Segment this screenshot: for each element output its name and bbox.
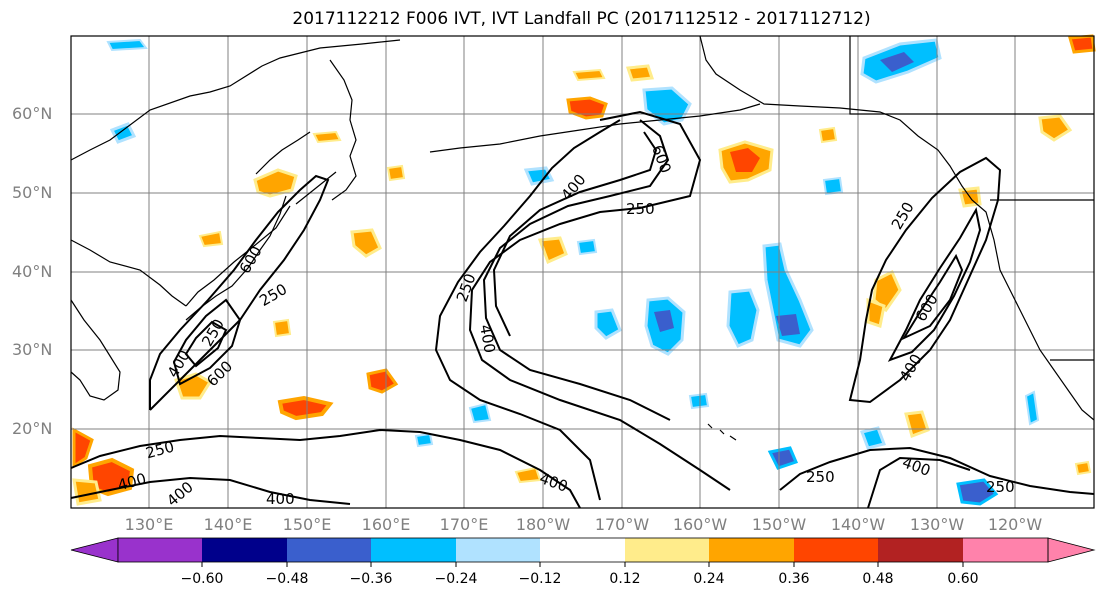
colorbar-swatch: [118, 538, 202, 562]
longitude-label: 180°W: [515, 515, 571, 534]
contour-label: 400: [266, 490, 295, 508]
colorbar-arrow-left: [70, 537, 119, 563]
longitude-label: 140°E: [203, 515, 253, 534]
latitude-label-40: 40°N: [12, 262, 53, 281]
anomaly-patches: [72, 34, 1096, 506]
longitude-label: 130°E: [124, 515, 174, 534]
colorbar-swatch: [709, 538, 794, 562]
colorbar-tick-label: −0.36: [349, 571, 393, 587]
longitude-label: 140°W: [830, 515, 886, 534]
colorbar-tick-label: 0.24: [693, 571, 725, 587]
colorbar-swatch: [794, 538, 878, 562]
map-panel: 600 250 400 250 400 600 400 250 250 600 …: [70, 34, 1096, 510]
colorbar-border: [117, 537, 1049, 563]
colorbar-tick-label: −0.48: [265, 571, 309, 587]
longitude-label: 120°W: [987, 515, 1043, 534]
longitude-label: 150°E: [282, 515, 332, 534]
graticule: [71, 36, 1094, 508]
colorbar-swatch: [625, 538, 709, 562]
contour-label: 250: [626, 200, 655, 218]
contour-label: 250: [986, 478, 1015, 496]
colorbar-swatch: [287, 538, 371, 562]
longitude-label: 130°W: [909, 515, 965, 534]
map-border: [70, 35, 1095, 509]
colorbar-tick-label: −0.60: [180, 571, 224, 587]
colorbar-swatch: [878, 538, 963, 562]
colorbar-swatch: [963, 538, 1048, 562]
colorbar-swatch: [371, 538, 456, 562]
colorbar: [70, 537, 1096, 567]
longitude-label: 170°E: [439, 515, 489, 534]
colorbar-tick-label: 0.48: [862, 571, 894, 587]
colorbar-swatch: [456, 538, 540, 562]
colorbar-swatch: [540, 538, 625, 562]
ivt-contours: [70, 110, 1095, 509]
longitude-label: 150°W: [751, 515, 807, 534]
colorbar-arrow-right: [1047, 537, 1096, 563]
colorbar-tick-label: 0.12: [609, 571, 641, 587]
colorbar-tick-label: −0.12: [518, 571, 562, 587]
latitude-label-30: 30°N: [12, 340, 53, 359]
contour-label: 400: [476, 323, 499, 354]
latitude-label-50: 50°N: [12, 183, 53, 202]
colorbar-tick-label: −0.24: [434, 571, 478, 587]
longitude-label: 160°E: [361, 515, 411, 534]
colorbar-swatch: [202, 538, 287, 562]
coastlines: [70, 35, 1095, 441]
longitude-label: 170°W: [594, 515, 650, 534]
latitude-label-60: 60°N: [12, 104, 53, 123]
colorbar-tick-label: 0.60: [947, 571, 979, 587]
contour-label: 250: [806, 468, 835, 486]
map-title: 2017112212 F006 IVT, IVT Landfall PC (20…: [292, 9, 871, 29]
longitude-label: 160°W: [672, 515, 728, 534]
latitude-label-20: 20°N: [12, 419, 53, 438]
colorbar-tick-label: 0.36: [778, 571, 810, 587]
